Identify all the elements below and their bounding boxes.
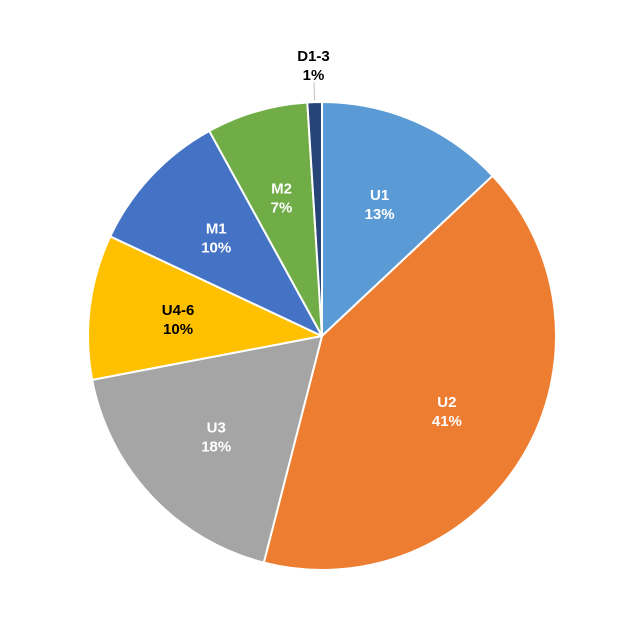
slice-label-u4-6: U4-6: [162, 302, 195, 319]
slice-value-d1-3: 1%: [303, 67, 325, 84]
slice-label-u2: U2: [437, 394, 456, 411]
slice-label-m2: M2: [271, 181, 292, 198]
slice-value-u1: 13%: [365, 206, 395, 223]
slice-label-m1: M1: [206, 221, 227, 238]
pie-slice-u4-6: [87, 235, 323, 381]
slice-label-u1: U1: [370, 187, 389, 204]
slice-label-d1-3: D1-3: [297, 48, 330, 65]
slice-value-u4-6: 10%: [163, 321, 193, 338]
slice-value-u2: 41%: [432, 413, 462, 430]
slice-label-u3: U3: [207, 419, 226, 436]
leader-line-d1-3: [313, 82, 316, 101]
slice-value-m1: 10%: [201, 240, 231, 257]
pie-slice-m1: [109, 129, 323, 337]
pie-slice-u1: [321, 101, 494, 337]
pie-slice-d1-3: [306, 101, 323, 337]
slice-value-u3: 18%: [201, 438, 231, 455]
pie-slice-u3: [91, 335, 323, 564]
pie-slice-u2: [262, 174, 557, 571]
slice-value-m2: 7%: [271, 200, 293, 217]
pie-slice-m2: [208, 101, 323, 337]
